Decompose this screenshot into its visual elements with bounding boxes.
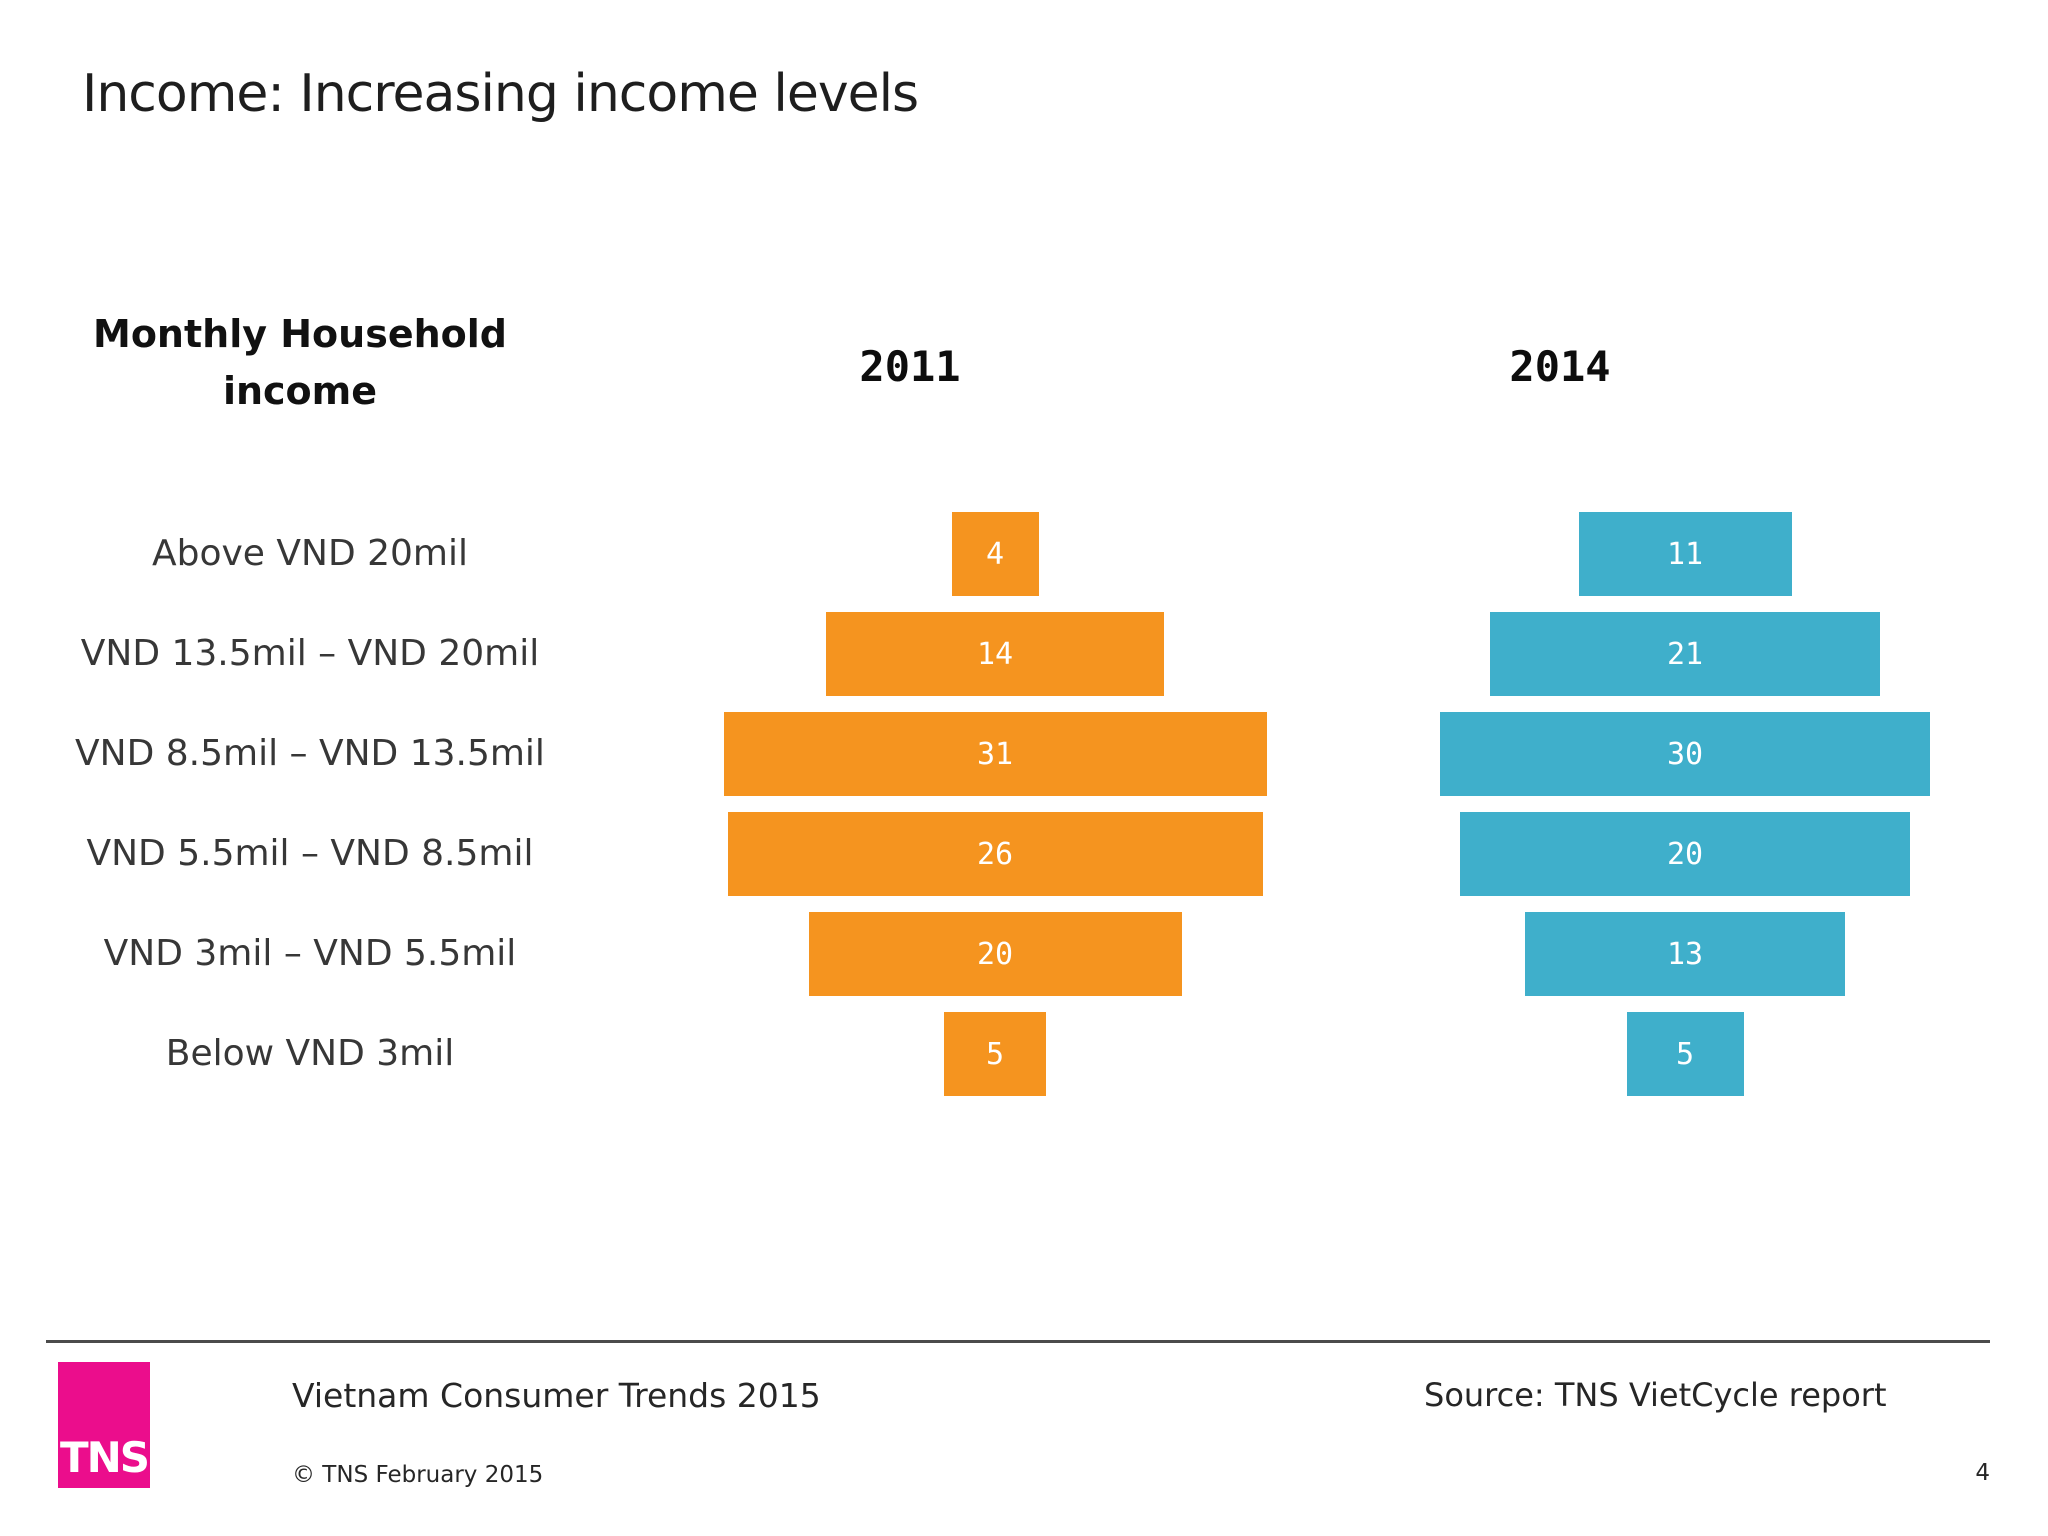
chart-row: VND 5.5mil – VND 8.5mil 26 20	[0, 812, 2048, 896]
report-title: Vietnam Consumer Trends 2015	[292, 1376, 821, 1415]
bar-2014-30: 30	[1440, 712, 1930, 796]
bar-2014-11: 11	[1578, 512, 1792, 596]
monthly-household-income-header: Monthly Household income	[93, 312, 507, 413]
bar-2011-26: 26	[727, 812, 1263, 896]
bar-value-label: 21	[1666, 636, 1704, 672]
source-text: Source: TNS VietCycle report	[1424, 1376, 1887, 1414]
tns-logo-text: TNS	[59, 1433, 150, 1482]
bar-2011-14: 14	[826, 612, 1164, 696]
bar-2014-5: 5	[1626, 1012, 1744, 1096]
bar-value-label: 5	[1675, 1036, 1695, 1072]
bar-value-label: 4	[985, 536, 1005, 572]
chart-row: VND 3mil – VND 5.5mil 20 13	[0, 912, 2048, 996]
category-label: VND 8.5mil – VND 13.5mil	[75, 733, 545, 774]
page-number: 4	[1975, 1460, 1990, 1486]
bar-value-label: 30	[1666, 736, 1704, 772]
bar-value-label: 20	[976, 936, 1014, 972]
bar-2011-4: 4	[951, 512, 1039, 596]
bar-2011-20: 20	[808, 912, 1182, 996]
bar-value-label: 11	[1666, 536, 1704, 572]
footer-divider	[46, 1340, 1990, 1343]
bar-value-label: 26	[976, 836, 1014, 872]
chart-row: VND 13.5mil – VND 20mil 14 21	[0, 612, 2048, 696]
category-label: VND 5.5mil – VND 8.5mil	[86, 833, 534, 874]
bar-2011-5: 5	[944, 1012, 1046, 1096]
category-label: Above VND 20mil	[151, 533, 468, 574]
bar-value-label: 5	[985, 1036, 1005, 1072]
page-title: Income: Increasing income levels	[82, 64, 919, 124]
bar-2014-20: 20	[1460, 812, 1910, 896]
chart-row: Above VND 20mil 4 11	[0, 512, 2048, 596]
bar-2014-21: 21	[1490, 612, 1880, 696]
chart-row: VND 8.5mil – VND 13.5mil 31 30	[0, 712, 2048, 796]
chart-row: Below VND 3mil 5 5	[0, 1012, 2048, 1096]
year-2011-header: 2011	[859, 342, 961, 391]
bar-2014-13: 13	[1525, 912, 1845, 996]
bar-value-label: 31	[976, 736, 1014, 772]
bar-2011-31: 31	[723, 712, 1267, 796]
bar-value-label: 13	[1666, 936, 1704, 972]
category-label: Below VND 3mil	[165, 1033, 455, 1074]
category-label: VND 3mil – VND 5.5mil	[103, 933, 517, 974]
category-label: VND 13.5mil – VND 20mil	[80, 633, 540, 674]
tns-logo: TNS	[58, 1362, 150, 1488]
bar-value-label: 14	[976, 636, 1014, 672]
year-2014-header: 2014	[1509, 342, 1611, 391]
copyright-text: © TNS February 2015	[292, 1462, 544, 1488]
bar-value-label: 20	[1666, 836, 1704, 872]
